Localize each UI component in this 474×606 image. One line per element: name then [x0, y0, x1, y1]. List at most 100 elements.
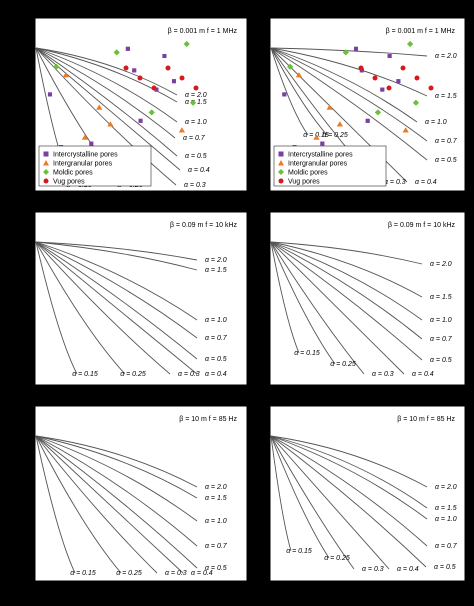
alpha-label: α = 1.5	[435, 505, 457, 512]
alpha-label: α = 0.5	[434, 564, 456, 571]
alpha-curve	[35, 241, 198, 375]
point-moldic	[374, 109, 381, 116]
alpha-label: α = 1.0	[430, 317, 452, 324]
panel-bottom-right: α = 2.0 α = 1.5 α = 1.0 α = 0.7 α = 0.5 α = 0…	[269, 405, 466, 582]
point-moldic	[407, 41, 414, 47]
alpha-curve	[270, 47, 418, 123]
alpha-curve	[35, 241, 198, 261]
plot-area	[34, 405, 248, 582]
alpha-label: α = 0.25	[322, 132, 348, 139]
point-intercrystalline	[154, 87, 159, 92]
alpha-label: α = 0.15	[294, 350, 320, 357]
point-vug	[386, 85, 392, 91]
alpha-label: α = 2.0	[435, 53, 457, 60]
point-vug	[428, 85, 434, 91]
alpha-curve	[270, 241, 423, 298]
panel-middle-right: α = 2.0 α = 1.5 α = 1.0 α = 0.7 α = 0.5 α = 0…	[269, 211, 466, 386]
panel-bottom-left: α = 2.0α = 1.5α = 1.0α = 0.7α = 0.5α = 0…	[34, 405, 248, 582]
point-vug	[165, 65, 171, 71]
alpha-curve	[270, 47, 408, 183]
alpha-curve	[270, 241, 423, 321]
point-intercrystalline	[47, 92, 52, 97]
alpha-label: α = 0.5	[205, 565, 227, 572]
legend-label: Moldic pores	[288, 170, 328, 177]
point-vug	[123, 65, 129, 71]
alpha-label: α = 0.5	[435, 157, 457, 164]
alpha-label: α = 0.4	[415, 179, 437, 186]
alpha-curve	[35, 47, 178, 103]
alpha-label: α = 1.5	[205, 495, 227, 502]
alpha-label: α = 0.5	[205, 356, 227, 363]
alpha-label: α = 0.4	[397, 566, 419, 573]
alpha-curve	[270, 241, 423, 340]
point-intercrystalline	[320, 141, 325, 146]
point-intergranular	[336, 121, 343, 127]
alpha-curve	[35, 435, 184, 574]
point-intercrystalline	[359, 68, 364, 73]
panel-middle-left: α = 2.0 α = 1.5 α = 1.0 α = 0.7 α = 0.5 α = 0…	[34, 211, 248, 386]
alpha-curve	[270, 47, 428, 57]
alpha-label: α = 2.0	[185, 92, 207, 99]
alpha-curve	[35, 435, 122, 574]
legend-marker-circle	[278, 178, 284, 184]
alpha-curve	[270, 435, 427, 568]
alpha-curve	[35, 435, 198, 488]
alpha-label: α = 0.15	[72, 371, 98, 378]
alpha-curve	[35, 435, 158, 574]
alpha-label: α = 1.0	[205, 518, 227, 525]
point-intergranular	[81, 134, 88, 140]
alpha-curve	[35, 435, 198, 569]
alpha-label: α = 0.25	[120, 371, 146, 378]
alpha-label: α = 0.3	[178, 371, 200, 378]
alpha-curve	[35, 435, 198, 499]
panel-annotation: β = 0.09 m f = 10 kHz	[388, 222, 456, 229]
alpha-label: α = 0.4	[191, 570, 213, 577]
legend-label: Intergranular pores	[53, 161, 113, 168]
alpha-curve	[35, 435, 76, 574]
point-intercrystalline	[171, 79, 176, 84]
point-intercrystalline	[353, 46, 358, 51]
alpha-label: α = 0.15	[70, 570, 96, 577]
legend-marker-triangle	[278, 160, 284, 166]
point-intergranular	[313, 134, 320, 140]
point-moldic	[190, 99, 197, 106]
alpha-curve	[35, 47, 176, 139]
alpha-label: α = 1.5	[430, 294, 452, 301]
alpha-label: α = 0.7	[205, 543, 228, 550]
alpha-curve	[35, 47, 178, 123]
legend-label: Vug pores	[288, 179, 320, 186]
alpha-curve	[35, 241, 198, 271]
alpha-label: α = 0.5	[185, 153, 207, 160]
alpha-label: α = 1.5	[205, 267, 227, 274]
alpha-label: α = 2.0	[430, 261, 452, 268]
alpha-label: α = 0.4	[188, 167, 210, 174]
point-moldic	[412, 99, 419, 106]
point-intergranular	[62, 72, 69, 78]
alpha-label: α = 0.15	[286, 548, 312, 555]
alpha-label: α = 0.4	[412, 371, 434, 378]
legend-label: Intercrystalline pores	[53, 152, 118, 159]
point-intercrystalline	[387, 54, 392, 58]
alpha-curve	[35, 435, 198, 547]
point-intercrystalline	[396, 79, 401, 84]
alpha-label: α = 0.25	[324, 555, 350, 562]
alpha-label: α = 1.0	[185, 119, 207, 126]
alpha-label: α = 1.5	[185, 99, 207, 106]
alpha-label: α = 0.25	[330, 361, 356, 368]
point-vug	[372, 75, 378, 81]
alpha-label: α = 1.0	[435, 516, 457, 523]
alpha-curve	[270, 435, 428, 520]
point-intergranular	[96, 104, 103, 110]
point-intergranular	[295, 72, 302, 78]
alpha-curve	[35, 241, 198, 339]
point-intergranular	[178, 127, 185, 133]
alpha-label: α = 2.0	[205, 257, 227, 264]
alpha-curve	[35, 47, 178, 96]
point-vug	[151, 85, 157, 91]
alpha-curve	[270, 435, 428, 509]
alpha-label: α = 1.0	[425, 119, 447, 126]
alpha-label: α = 0.7	[183, 135, 206, 142]
point-moldic	[53, 63, 60, 70]
alpha-label: α = 0.7	[430, 336, 453, 343]
